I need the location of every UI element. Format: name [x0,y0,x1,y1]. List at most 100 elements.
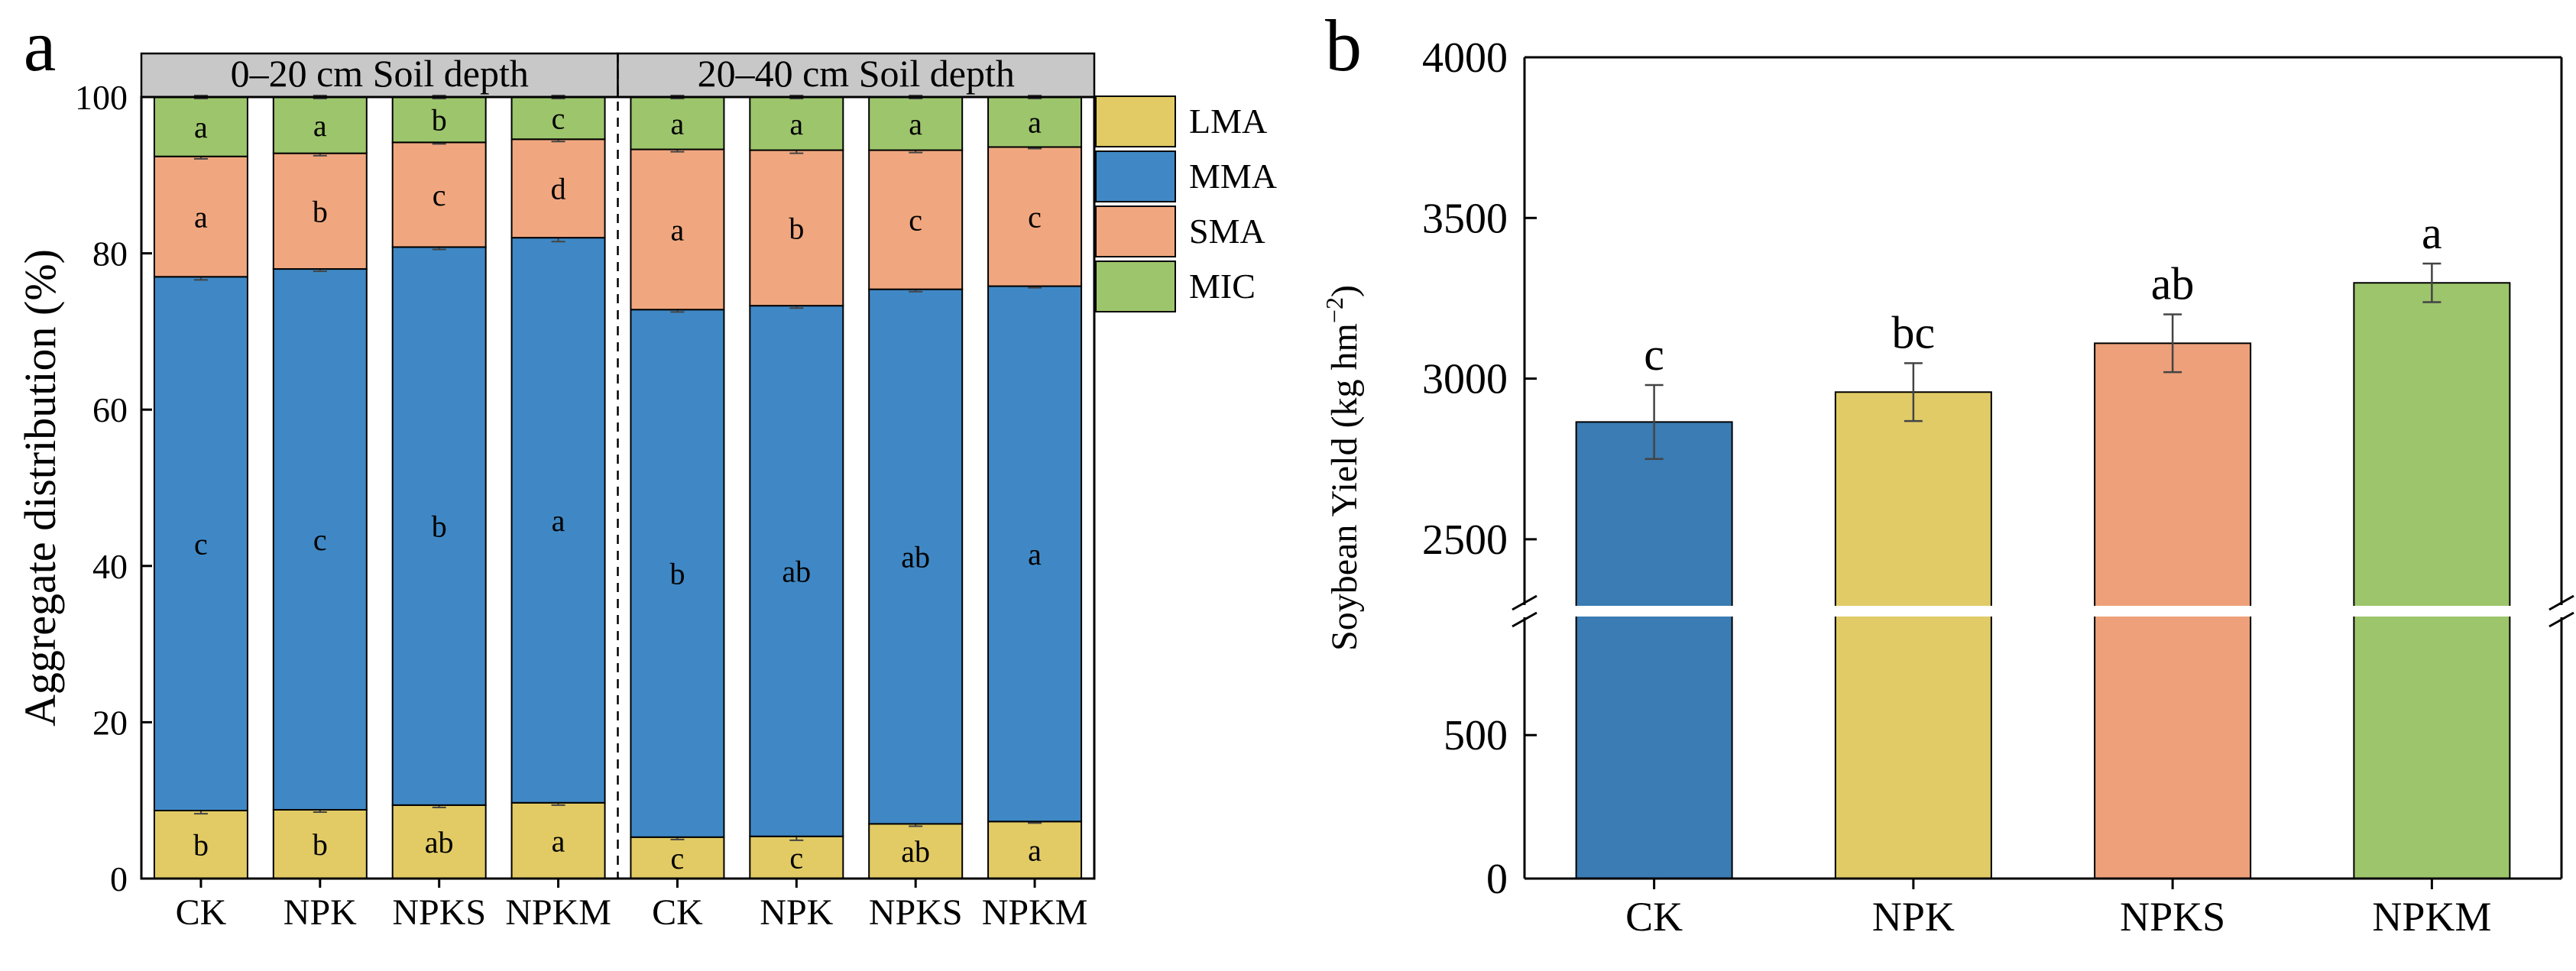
x-tick-label: CK [652,892,703,933]
bar-segment-mic [749,96,844,151]
y-tick-label: 3000 [1422,356,1508,403]
legend-swatch-mic [1095,261,1176,312]
bar-segment-sma [510,138,606,239]
x-tick-label: NPKM [2372,894,2491,940]
x-tick-label: NPKS [869,892,963,933]
axis-break-gap [2352,606,2512,617]
axis-break-mark [2548,611,2574,628]
significance-letter: a [194,200,208,235]
significance-letter: c [194,527,208,562]
significance-letter: d [551,172,566,206]
y-tick-label: 500 [1444,712,1508,759]
significance-letter: b [313,194,328,228]
yield-bar [2353,282,2511,879]
x-tick-label: NPKS [2120,894,2225,940]
significance-letter: b [432,103,447,138]
bar-segment-sma [391,141,487,248]
significance-letter: b [193,827,209,862]
significance-letter: b [669,557,685,591]
significance-letter: c [1644,329,1664,380]
significance-letter: c [433,178,446,212]
legend-label: LMA [1189,102,1267,141]
legend-swatch-lma [1095,95,1176,147]
y-tick-label: 3500 [1422,195,1508,242]
legend-swatch-sma [1095,206,1176,257]
bar-segment-lma [272,808,368,879]
significance-letter: a [552,824,565,858]
y-tick-label: 80 [92,235,128,273]
group-header-2 [617,52,1096,99]
y-tick-label: 60 [92,390,128,429]
legend-swatch-mma [1095,151,1176,202]
panel-b-yield-chart: b c CK bc NPK ab NPKS a NPKM 2500 3000 3500 4000 0 50… [1320,5,2574,940]
bar-segment-sma [272,152,368,270]
bar-segment-mma [630,309,725,838]
bar-segment-mma [987,285,1083,823]
y-tick-label: 4000 [1422,34,1508,82]
significance-letter: b [789,211,804,245]
bar-segment-mic [272,96,368,154]
bar-segment-lma [987,820,1083,880]
significance-letter: ab [425,825,454,859]
bar-segment-mma [153,276,248,811]
significance-letter: bc [1892,307,1936,358]
axis-break-mark [1512,594,1537,611]
panel-a-stacked-chart: a 0–20 cm Soil depth 20–40 cm Soil depth b… [15,5,1277,933]
y-tick-label: 0 [1486,856,1508,903]
significance-letter: a [1028,537,1042,571]
bar-segment-lma [630,836,725,880]
yield-bar [1575,421,1733,879]
x-tick-label: NPK [760,892,833,933]
group-title: 20–40 cm Soil depth [698,52,1015,95]
y-tick-label: 100 [75,78,128,117]
significance-letter: a [552,503,565,538]
group-header-1 [140,52,619,99]
bar-segment-mma [749,305,844,837]
significance-letter: ab [782,554,811,588]
significance-letter: ab [901,540,930,575]
x-tick-label: NPKM [982,892,1088,933]
axis-break-mark [1512,611,1537,628]
significance-letter: c [909,203,922,238]
x-tick-label: NPK [284,892,357,933]
y-axis-label: Aggregate distribution (%) [15,249,65,727]
significance-letter: a [313,108,327,143]
bar-segment-mma [391,246,487,806]
bar-segment-lma [749,835,844,880]
bar-segment-lma [868,823,964,880]
significance-letter: c [552,102,565,136]
bar-segment-mma [272,268,368,811]
significance-letter: c [671,841,685,876]
bar-segment-sma [630,148,725,311]
legend-label: SMA [1189,212,1265,251]
significance-letter: a [1028,833,1042,868]
significance-letter: a [2422,208,2442,258]
significance-letter: ab [2151,258,2195,309]
significance-letter: b [432,510,447,544]
bar-segment-mma [510,237,606,804]
significance-letter: c [789,840,803,875]
panel-a-label: a [24,5,57,86]
group-title: 0–20 cm Soil depth [231,52,529,95]
bar-segment-mic [153,96,248,157]
significance-letter: ab [901,834,930,869]
bar-segment-mic [630,96,725,151]
significance-letter: a [194,110,208,144]
panel-b-label: b [1325,5,1362,86]
x-tick-label: NPKM [505,892,611,933]
bar-segment-sma [153,155,248,278]
bar-segment-mic [868,96,964,151]
significance-letter: a [671,212,685,247]
x-tick-label: NPKS [392,892,486,933]
bar-segment-mic [987,96,1083,148]
y-tick-label: 40 [92,547,128,586]
x-tick-label: NPK [1872,894,1955,940]
significance-letter: a [1028,105,1042,140]
axis-break-mark [2548,594,2574,611]
yield-bar [1834,391,1992,879]
significance-letter: a [789,107,803,141]
significance-letter: c [1028,200,1042,235]
significance-letter: b [313,827,328,862]
y-tick-label: 2500 [1422,516,1508,564]
